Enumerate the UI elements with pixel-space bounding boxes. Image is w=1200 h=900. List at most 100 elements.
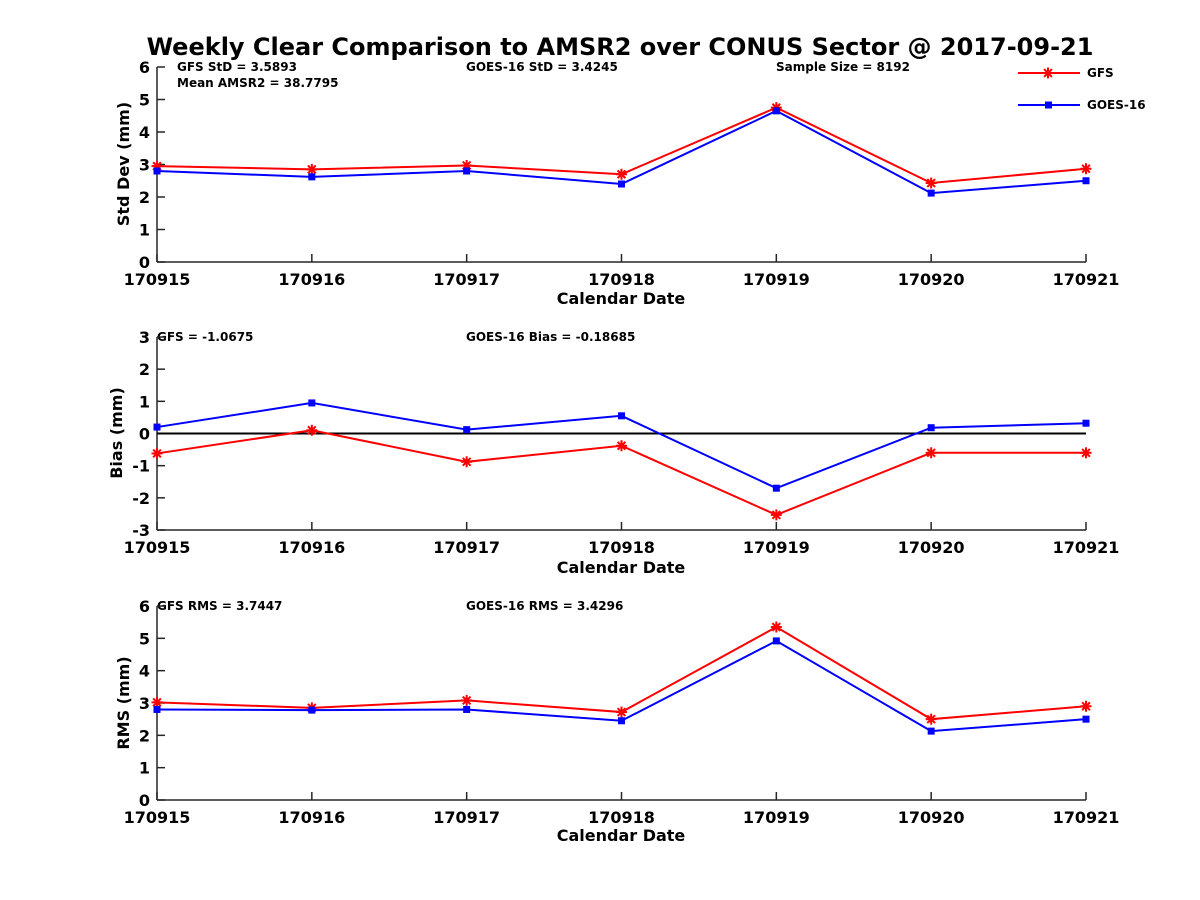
gfs-rms-annotation: GFS RMS = 3.7447: [157, 599, 282, 613]
rms-y-tick-label: 4: [139, 662, 150, 681]
rms-y-axis-label: RMS (mm): [114, 656, 133, 749]
rms-y-tick-label: 1: [139, 759, 150, 778]
bias-panel: GFS = -1.0675 GOES-16 Bias = -0.18685 Ca…: [107, 328, 1119, 577]
bias-x-tick-label: 170919: [743, 538, 810, 557]
rms-x-tick-label: 170921: [1053, 808, 1120, 827]
std-dev-goes16-point: [153, 167, 161, 175]
rms-goes16-point: [772, 637, 780, 645]
std-dev-panel: GFS StD = 3.5893 Mean AMSR2 = 38.7795 GO…: [114, 58, 1119, 308]
bias-gfs-point: [306, 424, 318, 436]
rms-x-tick-label: 170915: [124, 808, 191, 827]
rms-goes16-point: [308, 706, 316, 714]
rms-goes16-point: [153, 705, 161, 713]
std-dev-y-tick-label: 4: [139, 123, 150, 142]
std-dev-x-tick-label: 170920: [898, 270, 965, 289]
std-dev-goes16-point: [927, 189, 935, 197]
bias-y-tick-label: 3: [139, 328, 150, 347]
bias-goes16-point: [308, 399, 316, 407]
bias-goes16-point: [927, 424, 935, 432]
std-dev-y-tick-label: 6: [139, 58, 150, 77]
rms-panel: GFS RMS = 3.7447 GOES-16 RMS = 3.4296 Ca…: [114, 597, 1119, 845]
rms-goes16-point: [463, 705, 471, 713]
bias-x-axis-label: Calendar Date: [557, 558, 686, 577]
std-dev-x-axis-label: Calendar Date: [557, 289, 686, 308]
rms-x-tick-label: 170919: [743, 808, 810, 827]
std-dev-y-axis-label: Std Dev (mm): [114, 102, 133, 226]
bias-y-tick-label: 1: [139, 392, 150, 411]
std-dev-x-tick-label: 170919: [743, 270, 810, 289]
rms-gfs-point: [616, 706, 627, 718]
legend-gfs-label: GFS: [1087, 66, 1114, 80]
std-dev-x-tick-label: 170917: [433, 270, 500, 289]
rms-x-tick-label: 170917: [433, 808, 500, 827]
rms-y-tick-label: 2: [139, 726, 150, 745]
std-dev-y-tick-label: 0: [139, 253, 150, 272]
std-dev-gfs-point: [616, 168, 627, 180]
bias-gfs-point: [770, 509, 782, 521]
std-dev-goes16-point: [618, 180, 625, 188]
rms-x-tick-label: 170918: [588, 808, 655, 827]
std-dev-goes16-point: [308, 173, 316, 181]
gfs-std-annotation: GFS StD = 3.5893: [177, 60, 297, 74]
rms-gfs-point: [770, 621, 782, 633]
bias-x-tick-label: 170920: [898, 538, 965, 557]
bias-goes16-point: [772, 484, 780, 492]
bias-goes16-point: [463, 426, 471, 434]
rms-gfs-line: [156, 625, 1087, 721]
rms-goes16-point: [927, 727, 935, 735]
rms-goes16-point: [618, 717, 625, 725]
std-dev-x-tick-label: 170915: [124, 270, 191, 289]
goes16-bias-annotation: GOES-16 Bias = -0.18685: [466, 330, 635, 344]
goes16-std-annotation: GOES-16 StD = 3.4245: [466, 60, 618, 74]
rms-gfs-point: [1080, 700, 1092, 712]
std-dev-y-tick-label: 3: [139, 156, 150, 175]
gfs-bias-annotation: GFS = -1.0675: [157, 330, 253, 344]
rms-goes16-point: [1082, 715, 1090, 723]
rms-x-axis-label: Calendar Date: [557, 826, 686, 845]
bias-x-tick-label: 170921: [1053, 538, 1120, 557]
std-dev-x-tick-label: 170916: [278, 270, 345, 289]
bias-y-axis-label: Bias (mm): [107, 387, 126, 479]
std-dev-gfs-point: [925, 177, 937, 189]
legend-gfs-asterisk: [1042, 67, 1054, 79]
bias-y-tick-label: 0: [139, 425, 150, 444]
bias-goes16-point: [1082, 419, 1090, 427]
bias-gfs-point: [1080, 447, 1092, 459]
bias-y-tick-label: 2: [139, 360, 150, 379]
bias-gfs-point: [151, 447, 163, 459]
chart-title: Weekly Clear Comparison to AMSR2 over CO…: [147, 33, 1094, 61]
legend-goes16-label: GOES-16: [1087, 98, 1146, 112]
bias-y-tick-label: -3: [132, 521, 150, 540]
legend: GFS GOES-16: [1018, 66, 1146, 112]
bias-gfs-point: [461, 456, 473, 468]
sample-size-annotation: Sample Size = 8192: [776, 60, 910, 74]
bias-y-tick-label: -1: [132, 457, 150, 476]
bias-gfs-point: [925, 447, 937, 459]
rms-gfs-point: [461, 694, 473, 706]
rms-y-tick-label: 3: [139, 694, 150, 713]
rms-x-tick-label: 170916: [278, 808, 345, 827]
std-dev-x-tick-label: 170918: [588, 270, 655, 289]
std-dev-goes16-point: [1082, 177, 1090, 185]
std-dev-x-tick-label: 170921: [1053, 270, 1120, 289]
rms-y-tick-label: 6: [139, 597, 150, 616]
goes16-rms-annotation: GOES-16 RMS = 3.4296: [466, 599, 623, 613]
std-dev-gfs-point: [306, 163, 318, 175]
bias-x-tick-label: 170918: [588, 538, 655, 557]
legend-goes16-marker: [1045, 101, 1052, 109]
legend-gfs-marker: [1042, 67, 1054, 79]
mean-amsr2-annotation: Mean AMSR2 = 38.7795: [177, 76, 338, 90]
std-dev-gfs-point: [1080, 163, 1092, 175]
std-dev-y-tick-label: 1: [139, 221, 150, 240]
bias-goes16-point: [618, 412, 625, 420]
std-dev-goes16-point: [463, 167, 471, 175]
rms-y-tick-label: 0: [139, 791, 150, 810]
bias-gfs-point: [616, 440, 627, 452]
rms-gfs-point: [925, 713, 937, 725]
rms-x-tick-label: 170920: [898, 808, 965, 827]
std-dev-y-tick-label: 2: [139, 188, 150, 207]
std-dev-goes16-point: [772, 107, 780, 115]
bias-x-tick-label: 170916: [278, 538, 345, 557]
bias-goes16-point: [153, 423, 161, 431]
